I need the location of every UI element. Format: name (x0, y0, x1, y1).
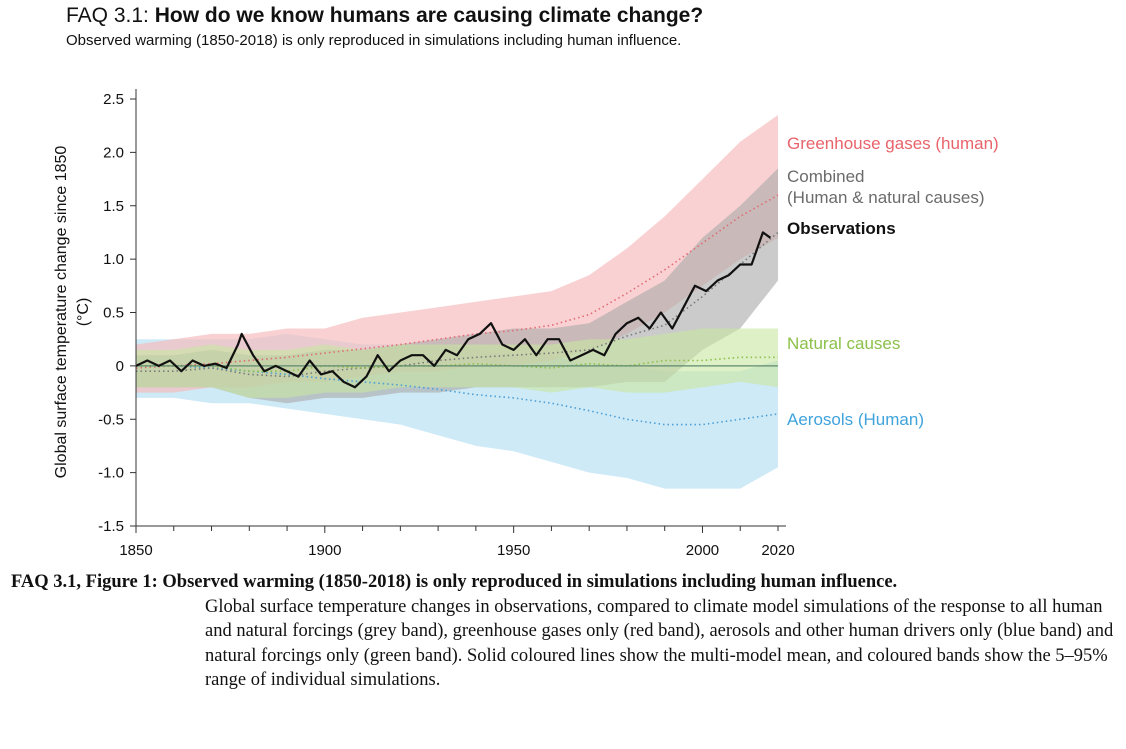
y-tick-label: 1.5 (103, 198, 124, 215)
figure-caption: FAQ 3.1, Figure 1: Observed warming (185… (11, 570, 1116, 693)
combined-sub-label: (Human & natural causes) (787, 188, 984, 207)
natural-band (136, 328, 778, 398)
x-tick-label: 1900 (308, 542, 341, 559)
temperature-chart: -1.5 -1.0 -0.5 0 0.5 1.0 1.5 2.0 2.5 1850 1900 195… (53, 89, 999, 559)
mean-lines-layer (135, 194, 779, 426)
axes: -1.5 -1.0 -0.5 0 0.5 1.0 1.5 2.0 2.5 1850 1900 195… (98, 89, 795, 559)
y-tick-label: 2.5 (103, 91, 124, 108)
combined-label: Combined (787, 167, 865, 186)
ghg-label: Greenhouse gases (human) (787, 134, 999, 153)
y-tick-label: 0 (116, 358, 124, 375)
y-tick-label: 2.0 (103, 144, 124, 161)
y-tick-label: -1.0 (98, 465, 124, 482)
caption-heading: FAQ 3.1, Figure 1: Observed warming (185… (11, 572, 898, 592)
title-prefix: FAQ 3.1: (66, 4, 149, 27)
y-axis-unit: (°C) (75, 298, 92, 327)
x-tick-label: 2020 (761, 542, 794, 559)
y-tick-label: -1.5 (98, 518, 124, 535)
x-ticks: 1850 1900 1950 2000 2020 (119, 526, 795, 559)
title-main: How do we know humans are causing climat… (154, 4, 704, 27)
figure-header: FAQ 3.1: How do we know humans are causi… (66, 4, 703, 49)
y-axis-label: Global surface temperature change since … (53, 146, 70, 479)
x-tick-label: 1950 (497, 542, 530, 559)
y-tick-label: 0.5 (103, 305, 124, 322)
natural-mean-line (136, 356, 778, 373)
figure-title: FAQ 3.1: How do we know humans are causi… (66, 4, 703, 28)
series-labels: Greenhouse gases (human) Combined (Human &… (787, 134, 999, 429)
y-ticks: -1.5 -1.0 -0.5 0 0.5 1.0 1.5 2.0 2.5 (98, 91, 136, 535)
caption-body: Global surface temperature changes in ob… (205, 596, 1114, 691)
bands-layer (136, 115, 778, 489)
natural-label: Natural causes (787, 334, 900, 353)
x-tick-label: 1850 (119, 542, 152, 559)
x-tick-label: 2000 (686, 542, 719, 559)
figure-subtitle: Observed warming (1850-2018) is only rep… (66, 32, 682, 49)
aerosol-label: Aerosols (Human) (787, 410, 924, 429)
observations-label: Observations (787, 219, 896, 238)
y-tick-label: -0.5 (98, 411, 124, 428)
y-tick-label: 1.0 (103, 251, 124, 268)
observations-line (135, 231, 772, 389)
